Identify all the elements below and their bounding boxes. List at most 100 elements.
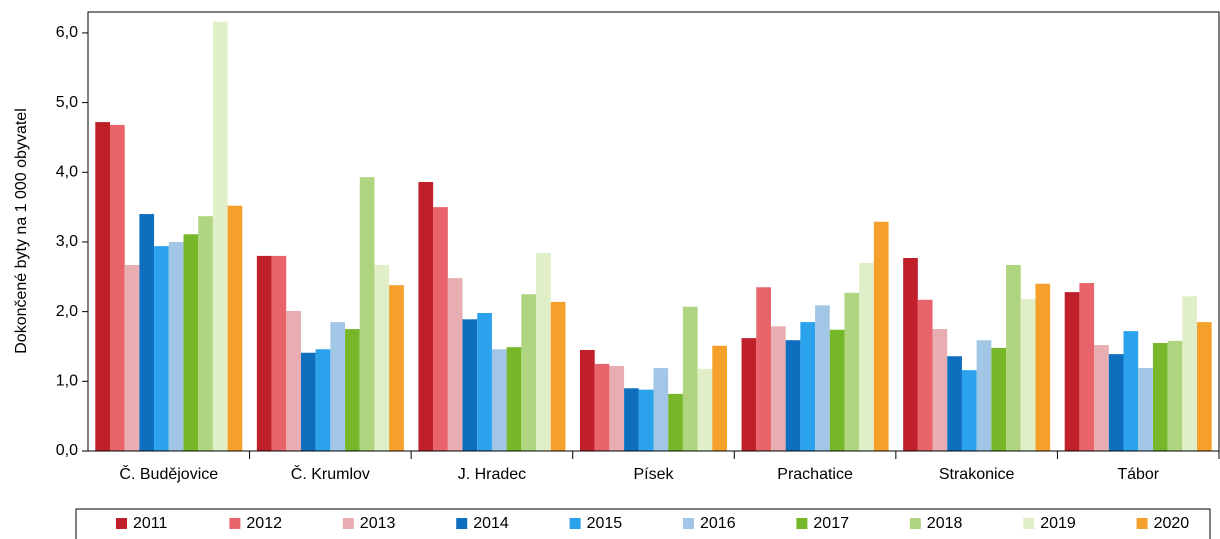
- bar: [903, 257, 918, 451]
- legend-swatch: [116, 518, 127, 529]
- bar: [947, 356, 962, 451]
- legend-swatch: [683, 518, 694, 529]
- legend-label: 2011: [133, 515, 168, 532]
- bar: [785, 340, 801, 451]
- x-tick-label: Č. Budějovice: [119, 464, 218, 483]
- bar: [1152, 342, 1168, 451]
- bar: [256, 255, 272, 451]
- bar: [917, 299, 933, 451]
- bar: [1138, 368, 1153, 451]
- bar: [183, 234, 199, 451]
- legend-label: 2015: [587, 515, 623, 532]
- y-tick-label: 1,0: [56, 373, 78, 390]
- legend-label: 2014: [473, 515, 509, 532]
- legend-label: 2019: [1040, 515, 1076, 532]
- y-tick-label: 5,0: [56, 94, 78, 111]
- bar: [124, 264, 140, 451]
- bar: [1108, 354, 1124, 451]
- bar: [95, 122, 110, 451]
- bar: [770, 326, 786, 451]
- y-axis-label: Dokončené byty na 1 000 obyvatel: [13, 108, 30, 354]
- bar: [668, 393, 683, 451]
- bar: [109, 124, 125, 451]
- bar: [991, 347, 1007, 451]
- bar: [844, 292, 860, 451]
- bar: [653, 368, 669, 451]
- y-tick-label: 3,0: [56, 233, 78, 250]
- x-tick-label: J. Hradec: [458, 466, 526, 483]
- bar: [477, 313, 492, 451]
- bar: [638, 389, 654, 451]
- bar: [550, 301, 566, 451]
- bar: [198, 216, 213, 451]
- bar: [491, 349, 507, 451]
- bar: [330, 322, 346, 451]
- legend-box: [75, 508, 1211, 539]
- bar: [712, 345, 727, 451]
- legend-label: 2018: [927, 515, 963, 532]
- legend-label: 2012: [246, 515, 282, 532]
- bar: [154, 246, 169, 451]
- bar: [609, 365, 625, 451]
- bar: [536, 253, 551, 451]
- bar: [271, 255, 287, 451]
- bar: [418, 182, 434, 451]
- bar: [345, 329, 360, 451]
- bar: [1079, 283, 1095, 451]
- bar: [1035, 283, 1051, 451]
- x-tick-label: Písek: [633, 466, 674, 483]
- y-tick-label: 0,0: [56, 442, 78, 459]
- y-tick-label: 6,0: [56, 24, 78, 41]
- legend-label: 2013: [360, 515, 396, 532]
- legend-swatch: [909, 518, 921, 529]
- bar: [1064, 292, 1080, 451]
- bar: [873, 221, 889, 451]
- legend-swatch: [229, 518, 241, 529]
- bar: [932, 329, 948, 451]
- bar: [521, 294, 537, 451]
- legend-swatch: [796, 518, 808, 529]
- bar: [594, 363, 610, 451]
- x-tick-label: Tábor: [1117, 466, 1159, 483]
- bar: [829, 329, 845, 451]
- y-tick-label: 4,0: [56, 163, 78, 180]
- bar: [227, 205, 243, 451]
- bar: [697, 368, 713, 451]
- legend-swatch: [1023, 518, 1035, 529]
- x-tick-label: Strakonice: [939, 466, 1015, 483]
- bar: [580, 349, 595, 451]
- legend-swatch: [1136, 518, 1148, 529]
- bar: [506, 347, 522, 451]
- legend-swatch: [456, 518, 468, 529]
- bar: [359, 177, 375, 451]
- bar: [961, 370, 977, 451]
- bar: [300, 352, 316, 451]
- legend-swatch: [569, 518, 581, 529]
- bar: [1123, 331, 1139, 451]
- x-tick-label: Č. Krumlov: [291, 464, 370, 483]
- bar: [1167, 340, 1183, 451]
- bar: [815, 305, 830, 451]
- bar: [168, 241, 184, 451]
- y-tick-label: 2,0: [56, 303, 78, 320]
- x-tick-label: Prachatice: [777, 466, 853, 483]
- bar: [1094, 345, 1109, 451]
- legend-swatch: [342, 518, 354, 529]
- bar: [374, 264, 390, 451]
- bar: [212, 21, 228, 452]
- bar: [447, 278, 463, 451]
- bar: [1006, 264, 1021, 451]
- legend-label: 2016: [700, 515, 736, 532]
- bar: [756, 287, 771, 451]
- bar: [462, 319, 478, 451]
- bar: [139, 214, 155, 451]
- bar: [800, 322, 816, 451]
- bar: [1197, 322, 1212, 451]
- bar: [315, 349, 331, 451]
- bar: [976, 340, 992, 451]
- bar: [624, 388, 639, 451]
- legend-label: 2017: [813, 515, 849, 532]
- bar: [1020, 299, 1036, 451]
- bar: [741, 338, 757, 451]
